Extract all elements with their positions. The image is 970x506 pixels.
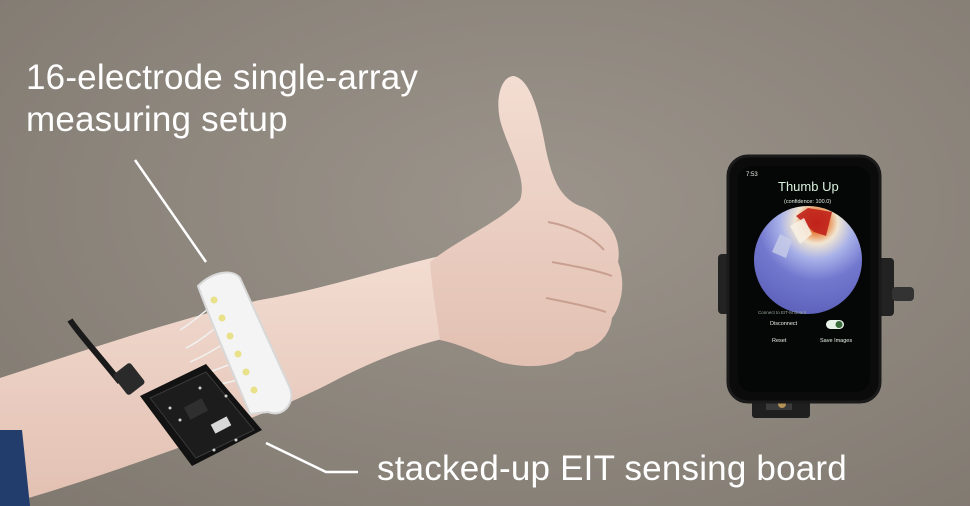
connection-note: Connect to EIT-M Board [758,310,807,315]
electrode-armband [196,271,293,416]
sensing-board-callout: stacked-up EIT sensing board [377,449,847,488]
save-images-button[interactable]: Save Images [820,338,853,344]
leader-line-electrodes [133,159,208,263]
electrode-setup-callout-line2: measuring setup [26,100,288,139]
confidence-label: (confidence: 100.0) [784,199,832,205]
sleeve [0,430,30,506]
electrodes [210,296,258,394]
disconnect-button[interactable]: Disconnect [770,321,798,327]
eit-heatmap [754,206,862,314]
usb-cable [67,318,123,384]
electrode-setup-callout-line1: 16-electrode single-array [26,58,419,97]
gesture-title: Thumb Up [778,179,839,194]
electrode-setup-callout: 16-electrode single-array measuring setu… [26,57,418,141]
reset-button[interactable]: Reset [772,338,787,344]
leader-line-board [265,441,358,474]
phone-status-time: 7:53 [746,172,758,178]
hand [430,76,623,367]
eit-sensing-board [140,364,262,466]
